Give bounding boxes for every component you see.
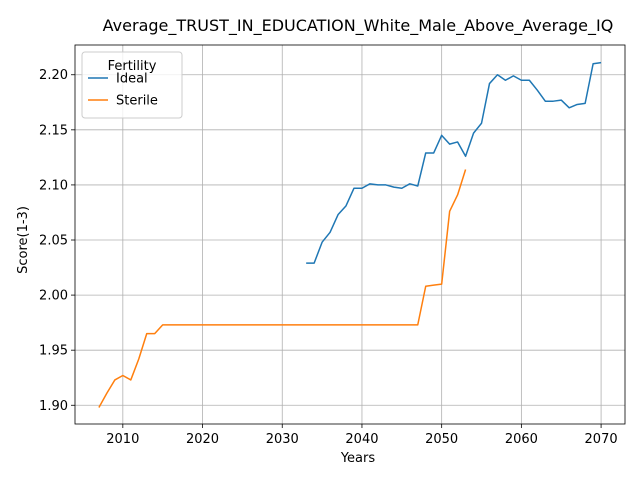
y-tick-label: 1.95 xyxy=(39,344,68,359)
legend-box xyxy=(81,51,183,119)
x-tick-label: 2040 xyxy=(345,432,378,447)
series-lines xyxy=(98,61,602,408)
series-line-sterile xyxy=(98,169,467,408)
x-tick-label: 2060 xyxy=(505,432,538,447)
x-tick-label: 2020 xyxy=(186,432,219,447)
y-axis-label: Score(1-3) xyxy=(16,206,31,274)
y-axis-ticks: 1.90 1.95 2.00 2.05 2.10 2.15 2.20 xyxy=(39,68,75,414)
plot-frame xyxy=(74,44,626,425)
x-tick-label: 2030 xyxy=(266,432,299,447)
legend-title: Fertility xyxy=(108,59,157,74)
grid xyxy=(75,45,625,424)
legend-label-sterile: Sterile xyxy=(116,94,158,109)
legend-label-ideal: Ideal xyxy=(116,72,148,87)
series-line-ideal xyxy=(306,61,602,264)
x-tick-label: 2010 xyxy=(106,432,139,447)
chart-title: Average_TRUST_IN_EDUCATION_White_Male_Ab… xyxy=(103,16,614,36)
x-tick-label: 2070 xyxy=(585,432,618,447)
y-tick-label: 2.20 xyxy=(39,68,68,83)
y-tick-label: 2.15 xyxy=(39,123,68,138)
y-tick-label: 1.90 xyxy=(39,399,68,414)
x-axis-ticks: 2010 2020 2030 2040 2050 2060 2070 xyxy=(106,424,618,447)
y-tick-label: 2.10 xyxy=(39,178,68,193)
y-tick-label: 2.00 xyxy=(39,289,68,304)
y-tick-label: 2.05 xyxy=(39,234,68,249)
x-tick-label: 2050 xyxy=(425,432,458,447)
x-axis-label: Years xyxy=(340,451,376,466)
